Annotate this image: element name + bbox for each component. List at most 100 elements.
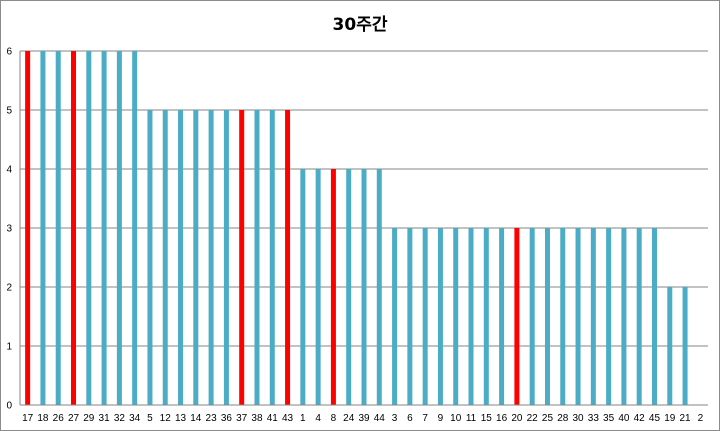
bar-4 bbox=[315, 169, 321, 405]
x-tick-label: 31 bbox=[99, 413, 111, 424]
x-tick-label: 21 bbox=[680, 413, 692, 424]
y-tick-label: 6 bbox=[6, 47, 12, 58]
x-tick-label: 24 bbox=[343, 413, 355, 424]
x-tick-label: 6 bbox=[407, 413, 413, 424]
bar-10 bbox=[453, 228, 459, 405]
bar-15 bbox=[483, 228, 489, 405]
x-tick-label: 18 bbox=[37, 413, 49, 424]
x-tick-label: 12 bbox=[160, 413, 172, 424]
x-tick-label: 40 bbox=[618, 413, 630, 424]
bar-41 bbox=[269, 110, 275, 405]
bar-12 bbox=[162, 110, 168, 405]
x-tick-label: 7 bbox=[422, 413, 428, 424]
bar-31 bbox=[101, 51, 107, 405]
x-tick-label: 45 bbox=[649, 413, 661, 424]
x-tick-label: 19 bbox=[664, 413, 676, 424]
bar-24 bbox=[346, 169, 352, 405]
x-tick-label: 3 bbox=[392, 413, 398, 424]
bar-16 bbox=[499, 228, 505, 405]
x-tick-label: 29 bbox=[83, 413, 95, 424]
bar-38 bbox=[254, 110, 260, 405]
x-tick-label: 9 bbox=[438, 413, 444, 424]
x-tick-label: 36 bbox=[221, 413, 233, 424]
bar-19 bbox=[667, 287, 673, 405]
y-tick-label: 2 bbox=[6, 283, 12, 294]
bar-13 bbox=[178, 110, 184, 405]
bar-17 bbox=[25, 51, 31, 405]
x-tick-label: 11 bbox=[466, 413, 477, 424]
bar-27 bbox=[71, 51, 77, 405]
x-tick-label: 32 bbox=[114, 413, 126, 424]
x-tick-label: 43 bbox=[282, 413, 294, 424]
chart-title: 30주간 bbox=[332, 15, 388, 35]
x-tick-label: 10 bbox=[450, 413, 462, 424]
bar-11 bbox=[468, 228, 474, 405]
x-tick-label: 30 bbox=[572, 413, 584, 424]
bar-25 bbox=[544, 228, 550, 405]
bar-18 bbox=[40, 51, 46, 405]
x-tick-label: 14 bbox=[190, 413, 202, 424]
bar-40 bbox=[621, 228, 627, 405]
bar-21 bbox=[682, 287, 688, 405]
bar-5 bbox=[147, 110, 153, 405]
bar-43 bbox=[285, 110, 291, 405]
x-tick-label: 44 bbox=[374, 413, 386, 424]
bar-33 bbox=[590, 228, 596, 405]
bar-34 bbox=[132, 51, 138, 405]
x-tick-label: 38 bbox=[251, 413, 263, 424]
bar-42 bbox=[636, 228, 642, 405]
x-tick-label: 20 bbox=[511, 413, 523, 424]
y-tick-label: 4 bbox=[6, 165, 12, 176]
bar-35 bbox=[606, 228, 612, 405]
bar-26 bbox=[55, 51, 61, 405]
x-tick-label: 34 bbox=[129, 413, 141, 424]
bar-14 bbox=[193, 110, 199, 405]
axes bbox=[19, 51, 708, 406]
x-tick-label: 27 bbox=[68, 413, 80, 424]
bars bbox=[25, 51, 688, 405]
x-tick-label: 33 bbox=[588, 413, 600, 424]
bar-36 bbox=[223, 110, 229, 405]
bar-44 bbox=[376, 169, 382, 405]
x-tick-label: 2 bbox=[698, 413, 704, 424]
bar-6 bbox=[407, 228, 413, 405]
bar-28 bbox=[560, 228, 566, 405]
bar-30 bbox=[575, 228, 581, 405]
bar-3 bbox=[392, 228, 398, 405]
x-tick-label: 5 bbox=[147, 413, 153, 424]
bar-8 bbox=[330, 169, 336, 405]
x-tick-label: 28 bbox=[557, 413, 569, 424]
x-tick-label: 23 bbox=[206, 413, 218, 424]
x-tick-label: 25 bbox=[542, 413, 554, 424]
bar-7 bbox=[422, 228, 428, 405]
bar-29 bbox=[86, 51, 92, 405]
bar-1 bbox=[300, 169, 306, 405]
x-tick-label: 37 bbox=[236, 413, 248, 424]
y-tick-label: 5 bbox=[6, 106, 12, 117]
x-tick-label: 4 bbox=[315, 413, 321, 424]
x-tick-label: 8 bbox=[331, 413, 337, 424]
bar-23 bbox=[208, 110, 214, 405]
x-tick-label: 39 bbox=[358, 413, 370, 424]
bar-9 bbox=[437, 228, 443, 405]
x-tick-label: 35 bbox=[603, 413, 615, 424]
x-tick-label: 41 bbox=[267, 413, 279, 424]
bar-39 bbox=[361, 169, 367, 405]
x-tick-label: 1 bbox=[300, 413, 306, 424]
x-tick-label: 16 bbox=[496, 413, 508, 424]
y-tick-label: 3 bbox=[6, 224, 12, 235]
bar-32 bbox=[116, 51, 122, 405]
x-tick-label: 22 bbox=[527, 413, 539, 424]
x-tick-label: 17 bbox=[22, 413, 34, 424]
bar-20 bbox=[514, 228, 520, 405]
bar-37 bbox=[239, 110, 245, 405]
x-tick-label: 26 bbox=[53, 413, 65, 424]
y-tick-label: 1 bbox=[6, 342, 12, 353]
x-tick-label: 15 bbox=[481, 413, 493, 424]
x-tick-label: 13 bbox=[175, 413, 187, 424]
bar-45 bbox=[651, 228, 657, 405]
x-tick-label: 42 bbox=[634, 413, 646, 424]
bar-22 bbox=[529, 228, 535, 405]
